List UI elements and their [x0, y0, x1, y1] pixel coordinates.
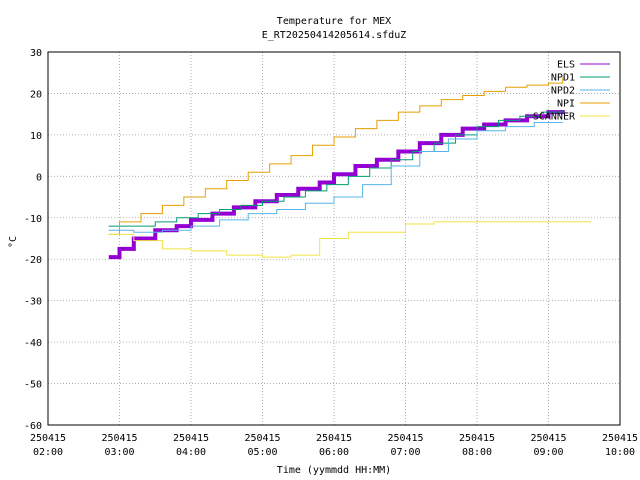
x-tick-date: 250415: [101, 433, 137, 444]
x-tick-time: 07:00: [390, 447, 420, 458]
x-tick-date: 250415: [602, 433, 638, 444]
y-tick-label: -60: [24, 421, 42, 432]
legend: ELS NPD1 NPD2 NPI SCANNER: [533, 60, 610, 123]
x-tick-time: 04:00: [176, 447, 206, 458]
x-tick-date: 250415: [530, 433, 566, 444]
plot-frame: [47, 51, 621, 426]
x-tick-date: 250415: [316, 433, 352, 444]
y-tick-label: -40: [24, 338, 42, 349]
y-tick-label: 30: [30, 48, 42, 59]
x-tick-time: 05:00: [247, 447, 277, 458]
x-axis-label: Time (yymmdd HH:MM): [277, 465, 391, 476]
x-tick-time: 08:00: [462, 447, 492, 458]
tick-labels: -60 -50 -40 -30 -20 -10 0 10 20 30 250415 02:00 2504…: [24, 48, 638, 458]
x-tick-time: 02:00: [33, 447, 63, 458]
chart-subtitle: E_RT20250414205614.sfduZ: [262, 30, 407, 41]
legend-label: NPD2: [551, 86, 575, 97]
series-line-els: [108, 110, 565, 260]
legend-label: ELS: [557, 60, 575, 71]
y-axis-label: °C: [8, 236, 19, 248]
y-tick-label: -50: [24, 380, 42, 391]
x-tick-date: 250415: [459, 433, 495, 444]
x-tick-time: 10:00: [605, 447, 635, 458]
x-tick-date: 250415: [244, 433, 280, 444]
x-tick-time: 09:00: [533, 447, 563, 458]
x-tick-date: 250415: [173, 433, 209, 444]
x-tick-time: 03:00: [104, 447, 134, 458]
series-line-npd1: [108, 110, 564, 227]
y-tick-label: -10: [24, 214, 42, 225]
y-tick-label: -20: [24, 255, 42, 266]
x-tick-time: 06:00: [319, 447, 349, 458]
legend-label: NPI: [557, 99, 575, 110]
y-tick-label: 0: [36, 172, 42, 183]
series-line-scanner: [108, 221, 592, 258]
x-tick-date: 250415: [387, 433, 423, 444]
x-tick-date: 250415: [30, 433, 66, 444]
series-layer: [108, 76, 592, 260]
y-tick-label: -30: [24, 297, 42, 308]
legend-label: SCANNER: [533, 112, 576, 123]
chart-title: Temperature for MEX: [277, 16, 391, 27]
legend-label: NPD1: [551, 73, 575, 84]
series-line-npi: [108, 76, 564, 235]
y-tick-label: 10: [30, 131, 42, 142]
y-tick-label: 20: [30, 89, 42, 100]
series-line-npd2: [108, 121, 563, 233]
